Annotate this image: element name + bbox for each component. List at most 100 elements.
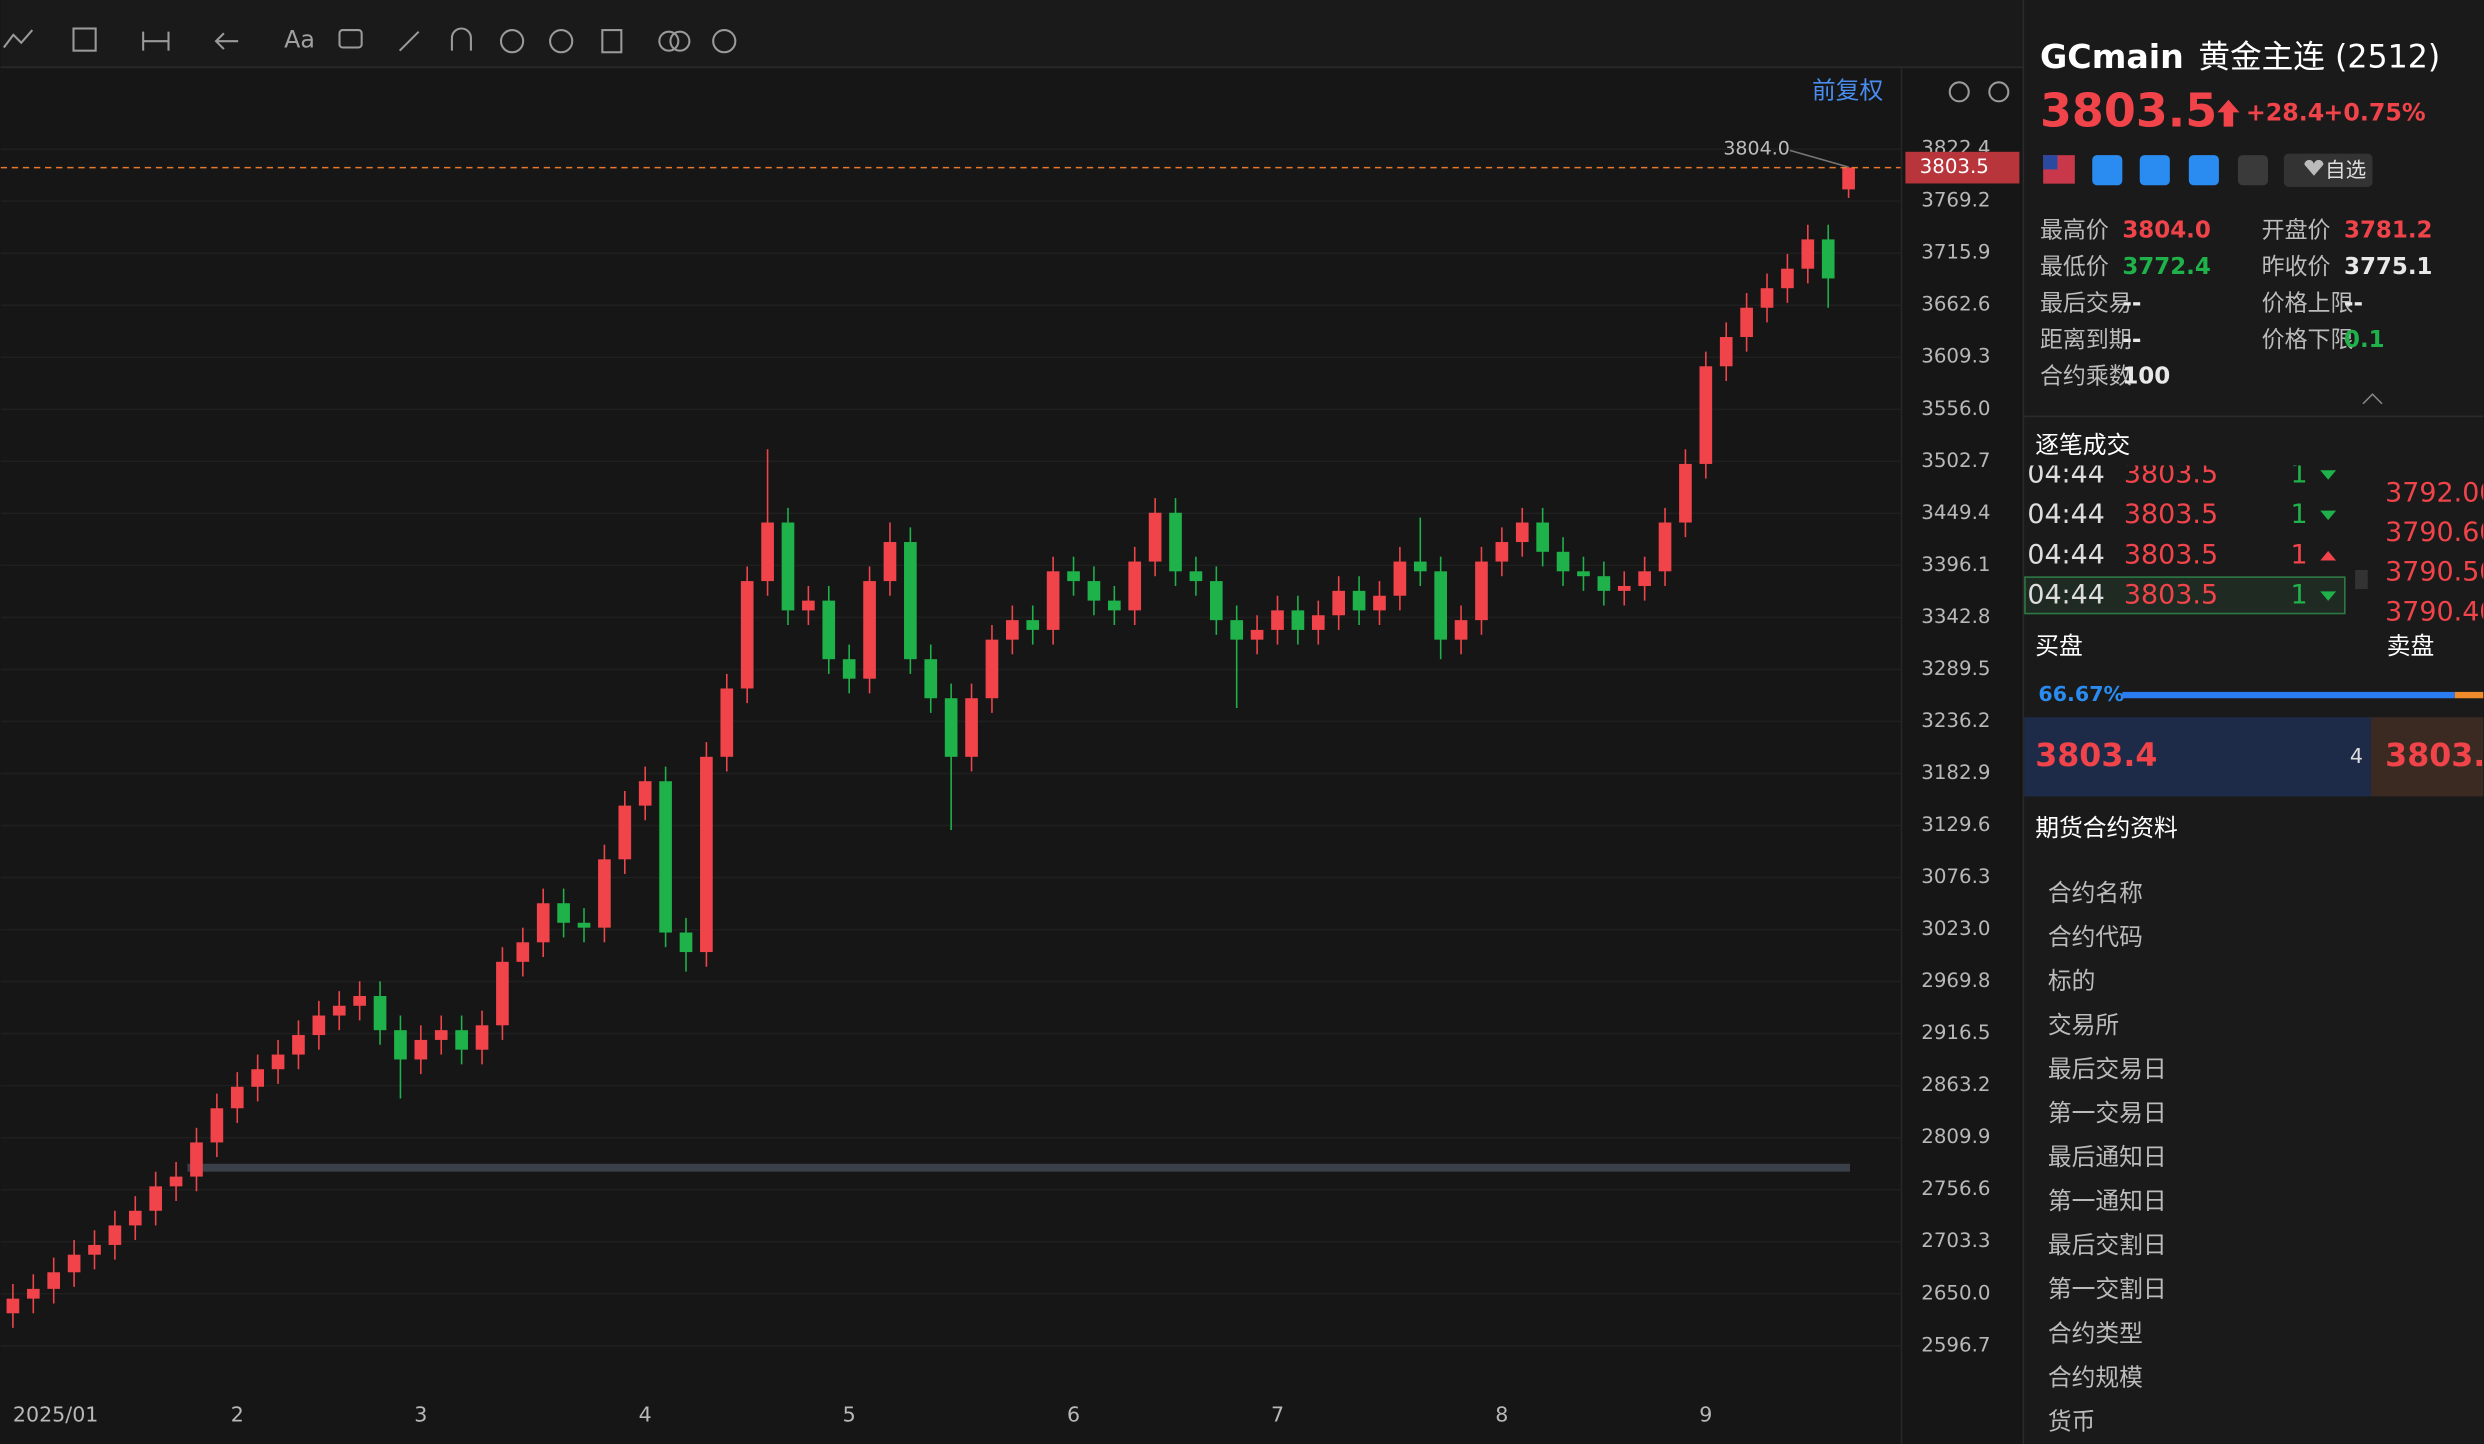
candle-body <box>618 805 632 860</box>
candle-body <box>822 600 836 660</box>
candle-body <box>781 522 795 611</box>
tool-compare[interactable] <box>658 30 680 52</box>
stat-value: 3804.0 <box>2122 218 2211 244</box>
candle-body <box>1189 571 1203 582</box>
candle-body <box>1250 629 1264 640</box>
stat-value: -- <box>2122 327 2141 353</box>
zoom-out[interactable] <box>1948 81 1970 103</box>
font-button[interactable]: Aa <box>284 26 315 54</box>
toolbar-icons[interactable] <box>3 27 2010 103</box>
watch-label[interactable]: 自选 <box>2325 158 2366 182</box>
x-tick-label: 2 <box>231 1402 244 1426</box>
zoom-in[interactable] <box>1988 81 2010 103</box>
candle-body <box>1454 620 1468 640</box>
tool-compare-2[interactable] <box>669 30 691 52</box>
candle-body <box>720 688 734 757</box>
tool-arrow[interactable] <box>214 32 239 50</box>
tool-settings[interactable] <box>712 29 737 54</box>
candle-body <box>985 639 999 699</box>
candle-body <box>455 1030 468 1050</box>
candle-body <box>965 698 978 757</box>
candle-body <box>1271 610 1284 630</box>
contract-field: 合约规模 <box>2048 1363 2143 1391</box>
candle-body <box>1821 239 1835 279</box>
candle-body <box>169 1176 183 1187</box>
y-tick-label: 3236.2 <box>1921 709 1990 732</box>
high-leader <box>1789 149 1849 168</box>
contract-field: 最后通知日 <box>2048 1143 2167 1171</box>
bid-volume: 4 <box>2350 744 2363 768</box>
trade-direction <box>2320 551 2337 561</box>
candle-body <box>414 1039 428 1060</box>
trade-volume: 1 <box>2290 459 2307 490</box>
icon-note[interactable] <box>2237 155 2268 186</box>
candle-body <box>1169 512 1182 572</box>
candle-body <box>1434 571 1448 640</box>
candle-body <box>1679 463 1692 523</box>
stat-label: 昨收价 <box>2262 254 2331 280</box>
candle-body <box>1393 561 1407 596</box>
tool-lock[interactable] <box>499 29 525 54</box>
y-tick-label: 3715.9 <box>1921 241 1990 264</box>
candle-body <box>496 961 509 1026</box>
candle-body <box>1352 590 1366 611</box>
candle-body <box>149 1186 163 1211</box>
toolbar <box>0 0 2023 67</box>
stat-label: 最后交易 <box>2040 291 2132 317</box>
candle-body <box>292 1035 305 1055</box>
candle-body <box>373 995 387 1031</box>
symbol: GCmain <box>2040 37 2184 76</box>
high-annotation: 3804.0 <box>1723 137 1789 159</box>
last-price-box <box>1905 151 2020 184</box>
contract-field: 标的 <box>2048 967 2096 995</box>
collapse[interactable] <box>2362 393 2383 405</box>
candle-body <box>1107 600 1121 611</box>
highlight-row <box>2024 576 2346 615</box>
tool-fib[interactable] <box>72 27 97 52</box>
drawn-line[interactable] <box>187 1163 1851 1172</box>
candle-body <box>1148 512 1162 562</box>
y-tick-label: 2969.8 <box>1921 969 1990 992</box>
candle-body <box>1291 610 1305 630</box>
icon-pyramid[interactable] <box>2139 155 2170 186</box>
x-tick-label: 3 <box>414 1402 427 1426</box>
trade-time: 04:44 <box>2027 499 2105 530</box>
candle-body <box>394 1030 407 1060</box>
candle-body <box>659 781 672 933</box>
bid-ratio: 66.67% <box>2038 682 2124 706</box>
icon-tag[interactable] <box>2188 155 2219 186</box>
contract-field: 合约名称 <box>2048 879 2143 907</box>
candle-body <box>1413 561 1427 572</box>
x-tick-label: 4 <box>639 1402 652 1426</box>
contract-title: 期货合约资料 <box>2035 814 2178 842</box>
tool-hide[interactable] <box>549 29 574 54</box>
candle-body <box>1495 542 1509 562</box>
candle-body <box>26 1288 40 1299</box>
tool-measure[interactable] <box>142 31 170 51</box>
ask-title: 卖盘 <box>2387 632 2435 660</box>
candle-body <box>1006 620 1019 640</box>
tool-note[interactable] <box>338 29 363 49</box>
stat-label: 最高价 <box>2040 218 2109 244</box>
trade-time: 04:44 <box>2027 580 2105 611</box>
contract-field: 最后交割日 <box>2048 1231 2167 1259</box>
change: +28.4 <box>2246 99 2325 127</box>
candle-body <box>1719 337 1733 367</box>
y-tick-label: 3609.3 <box>1921 345 1990 368</box>
stat-label: 最低价 <box>2040 254 2109 280</box>
adjust-button[interactable]: 前复权 <box>1812 76 1883 104</box>
tool-pen[interactable] <box>398 30 420 52</box>
candle-body <box>516 942 530 962</box>
x-tick-label: 7 <box>1271 1402 1284 1426</box>
y-tick-label: 3502.7 <box>1921 449 1990 472</box>
y-tick-label: 2650.0 <box>1921 1281 1990 1304</box>
tool-delete[interactable] <box>601 29 623 54</box>
candle-body <box>88 1244 101 1255</box>
trade-volume: 1 <box>2290 499 2307 530</box>
y-tick-label: 3556.0 <box>1921 397 1990 420</box>
icon-flash[interactable] <box>2092 155 2123 186</box>
trade-time: 04:44 <box>2027 459 2105 490</box>
tool-magnet[interactable] <box>450 27 472 51</box>
y-tick-label: 2703.3 <box>1921 1229 1990 1252</box>
tool-line[interactable] <box>3 29 34 49</box>
